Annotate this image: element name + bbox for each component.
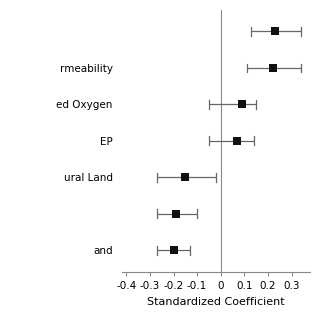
X-axis label: Standardized Coefficient: Standardized Coefficient (147, 297, 285, 307)
